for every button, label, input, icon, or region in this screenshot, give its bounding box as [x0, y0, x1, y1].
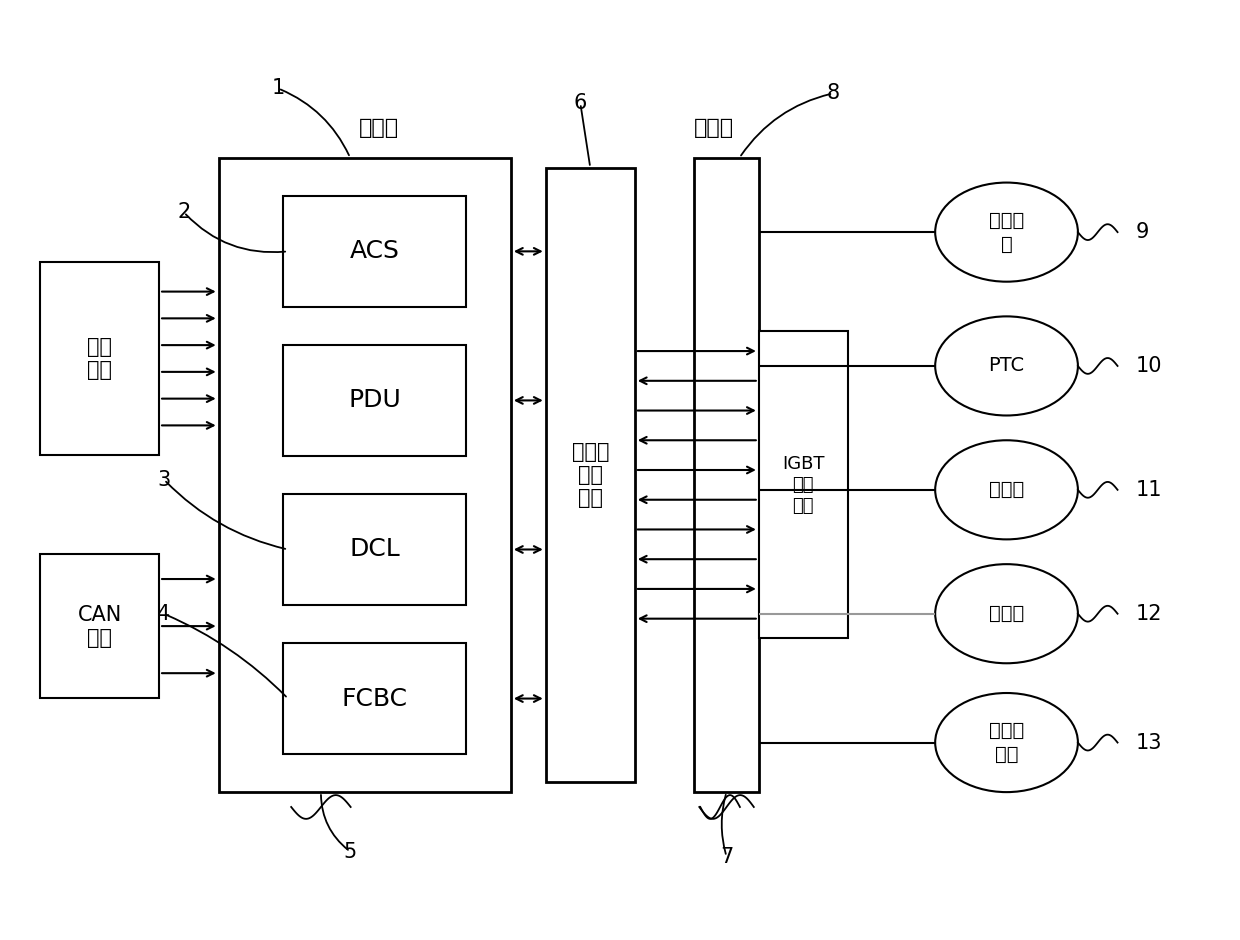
Ellipse shape — [935, 564, 1078, 664]
Text: 13: 13 — [1136, 732, 1162, 753]
Text: 驱动电: 驱动电 — [990, 211, 1024, 229]
Text: 10: 10 — [1136, 356, 1162, 376]
Bar — [40, 555, 159, 698]
Text: 6: 6 — [574, 93, 587, 114]
Text: 功率板: 功率板 — [693, 118, 734, 138]
Bar — [283, 643, 466, 754]
Bar — [283, 196, 466, 306]
Text: 1: 1 — [272, 78, 285, 99]
Text: ACS: ACS — [350, 240, 399, 263]
Ellipse shape — [935, 693, 1078, 792]
Text: FCBC: FCBC — [342, 686, 408, 711]
Ellipse shape — [935, 440, 1078, 540]
Bar — [218, 158, 511, 792]
Bar — [694, 158, 759, 792]
Text: PDU: PDU — [348, 388, 401, 413]
Text: 机: 机 — [1001, 234, 1012, 254]
Text: 8: 8 — [827, 84, 839, 103]
Bar — [40, 262, 159, 455]
Bar — [283, 494, 466, 605]
Text: 控制板: 控制板 — [360, 118, 399, 138]
Text: 12: 12 — [1136, 603, 1162, 624]
Text: 4: 4 — [157, 603, 171, 624]
Ellipse shape — [935, 182, 1078, 282]
Text: 9: 9 — [1136, 222, 1148, 243]
Text: 电机: 电机 — [994, 745, 1018, 764]
Text: 5: 5 — [343, 841, 357, 862]
Text: PTC: PTC — [988, 356, 1024, 375]
Text: DCL: DCL — [350, 538, 401, 561]
Text: 2: 2 — [177, 202, 191, 222]
Text: 7: 7 — [720, 847, 733, 867]
Text: 空压机: 空压机 — [990, 721, 1024, 740]
Ellipse shape — [935, 317, 1078, 415]
Text: 蓄电池: 蓄电池 — [990, 604, 1024, 623]
Text: CAN
网络: CAN 网络 — [78, 604, 122, 648]
Text: 压缩机: 压缩机 — [990, 480, 1024, 499]
Text: 输入
接口: 输入 接口 — [87, 337, 112, 380]
Text: IGBT
功率
元件: IGBT 功率 元件 — [782, 455, 825, 515]
Text: 11: 11 — [1136, 479, 1162, 500]
Bar — [283, 345, 466, 456]
Bar — [546, 167, 635, 782]
Text: 3: 3 — [157, 470, 171, 490]
Bar — [759, 331, 848, 638]
Text: 监测及
采集
单元: 监测及 采集 单元 — [572, 442, 609, 509]
